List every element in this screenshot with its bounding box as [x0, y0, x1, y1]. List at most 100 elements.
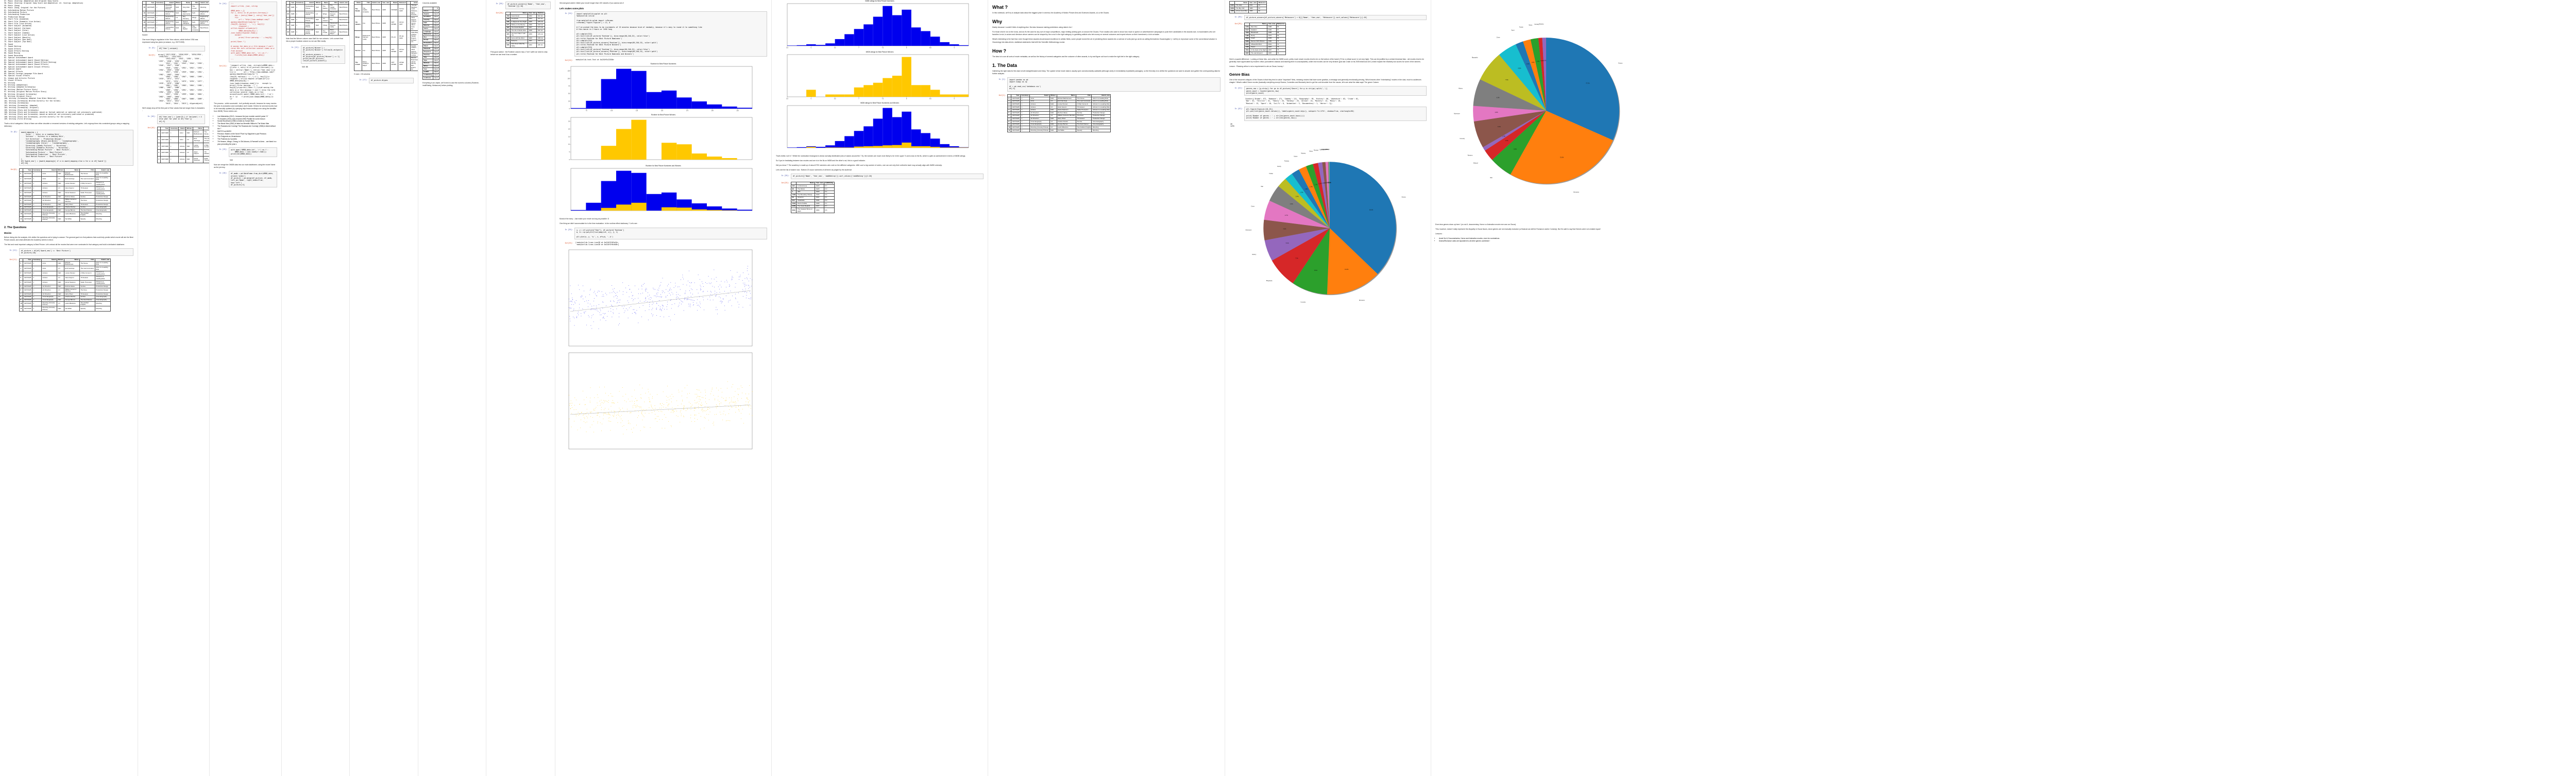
notebook-column-12: Drama 37.2% Romance 31.5% War 5.8% Musical 3.5%…: [1431, 0, 1679, 776]
table-cell: 1927/1928: [23, 171, 32, 177]
code-input[interactable]: ''' import urllib, json, string OMDB_dat…: [229, 2, 277, 63]
svg-text:175: 175: [686, 110, 689, 112]
svg-text:3.5%: 3.5%: [1505, 140, 1509, 142]
table-cell: The Racket: [321, 4, 330, 11]
table-cell: 1927/1928: [23, 275, 32, 281]
code-input[interactable]: df_picture = df[df['Award_new'] == 'Best…: [19, 248, 133, 256]
svg-text:History: History: [1252, 253, 1257, 255]
code-input[interactable]: with open('OMDB_data.txt', 'r') as f : O…: [229, 147, 277, 157]
out-prompt: Out[20]:: [496, 11, 504, 14]
cell-in-39[interactable]: In [39]: df_picture_winners[df_picture_w…: [1229, 14, 1427, 20]
table-cell: The Crowd: [354, 56, 362, 72]
table-cell: 1.0: [185, 136, 193, 144]
code-input[interactable]: df['Year_new'] = [year[5:] if len(year) …: [157, 114, 205, 125]
table-cell: 1: [169, 143, 179, 150]
table-cell: NaN: [314, 4, 323, 11]
table-row: 7206 A Few Good Men 1992 62: [1229, 9, 1267, 13]
heading-why: Why: [992, 19, 1002, 25]
table-cell: 11: [19, 306, 24, 312]
code-input[interactable]: df_picture_winners[df_picture_winners['M…: [1244, 14, 1427, 20]
in-prompt: In [24]:: [565, 12, 573, 15]
code-input[interactable]: plt.figure(figsize=(10,15)) plt.pie(list…: [1244, 107, 1427, 121]
svg-text:6: 6: [811, 46, 812, 48]
heading-what: What ?: [992, 5, 1008, 10]
cell-in-42[interactable]: In [42]: plt.figure(figsize=(10,15)) plt…: [1229, 107, 1427, 121]
rating-scatter-figure: [560, 351, 767, 454]
table-cell: 1927/1928: [146, 4, 156, 11]
cell-in-10[interactable]: In [10]: df['Year_new'] = [year[5:] if l…: [142, 114, 205, 125]
table-cell: 1927/1928: [23, 261, 32, 267]
out-prompt: [286, 65, 299, 68]
table-cell: The Last Command: [79, 266, 95, 271]
table-cell: 1: [155, 4, 165, 11]
table-cell: 1953: [815, 208, 824, 213]
table-cell: 04 Nov 1927: [398, 44, 408, 57]
cell-in-25[interactable]: In [25]: x, y = df_picture["Year"], df_p…: [560, 227, 767, 239]
svg-text:0.1%: 0.1%: [1328, 182, 1332, 184]
table-cell: 10: [19, 301, 24, 307]
output-text: <matplotlib.text.Text at 0x210f3c22550>: [575, 59, 614, 61]
in-prompt: In [17]:: [359, 79, 367, 81]
table-cell: A Ship Comes In: [79, 270, 95, 276]
cell-in-16[interactable]: In [16]: df_omdb = pd.DataFrame.from_dic…: [214, 171, 277, 188]
table-cell: Best Picture: [370, 16, 382, 31]
table-cell: William Cameron Menzies: [63, 288, 80, 294]
cell-in-9[interactable]: In [9]: df['Year'].unique(): [142, 46, 205, 51]
table-cell: NaN: [174, 20, 182, 26]
svg-text:25: 25: [568, 120, 570, 123]
code-input[interactable]: df_omdb = pd.DataFrame.from_dict(OMDB_da…: [229, 171, 277, 188]
cell-in-14[interactable]: In [14]: ''' import urllib, json, string…: [214, 2, 277, 63]
table-cell: Directing (Comedy Picture): [41, 306, 58, 312]
out-prompt: Out[11]:: [9, 258, 18, 261]
cell-in-20[interactable]: In [20]: df_picture_winners[['Name', 'Ye…: [490, 2, 551, 9]
md-regroup: That's a lot of categories ! Most of the…: [4, 122, 129, 127]
table-cell: ...: [406, 30, 411, 45]
code-input[interactable]: df_picture['Winner'] = df_picture['Winne…: [301, 45, 345, 64]
cell-out-20: Out[20]: Name Year_new Runtime 150 Grand Hot…: [490, 11, 551, 49]
code-input[interactable]: df_picture[['Name', 'Year_new', 'imdbRat…: [791, 174, 984, 179]
code-input[interactable]: import pandas as pd import numpy as np d…: [1007, 77, 1221, 92]
table-cell: Directing: [94, 301, 111, 307]
svg-text:Sci-Fi: Sci-Fi: [1323, 149, 1327, 151]
svg-text:6.5: 6.5: [834, 46, 836, 48]
code-input[interactable]: import matplotlib.pyplot as plt %matplot…: [574, 11, 767, 57]
svg-text:9: 9: [954, 97, 955, 99]
output-text: 545: [230, 159, 233, 161]
table-cell: Actress in a Leading Role: [94, 270, 111, 276]
cell-in-11[interactable]: In [11]: df_picture = df[df['Award_new']…: [4, 248, 133, 256]
table-row: 19 1927/1928 1 Outstanding Picture NaN The Ra…: [142, 25, 209, 32]
cell-in-1[interactable]: In [1]: import pandas as pd import numpy…: [992, 77, 1221, 92]
svg-text:4.0%: 4.0%: [1495, 111, 1499, 113]
table-cell: 17: [142, 15, 147, 21]
cell-in-17[interactable]: In [17]: df_picture.dtypes: [354, 78, 414, 83]
svg-text:Musical: Musical: [1314, 149, 1318, 151]
table-cell: 1.0: [57, 185, 64, 192]
table-cell: 6: [19, 198, 24, 204]
code-input[interactable]: award_mapping = { 'Actor' : 'Actor in a …: [19, 129, 133, 166]
table-cell: Directing (Comedy Picture): [41, 212, 58, 217]
cell-in-41[interactable]: In [41]: genres_raw = [g.strip() for gs …: [1229, 86, 1427, 96]
table-cell: Eleanor Boardman, James Murray, Bert Roa…: [410, 56, 418, 72]
table-cell: Best Picture: [338, 10, 349, 18]
table-cell: 05 Jan 1929: [398, 30, 408, 45]
code-input[interactable]: df_picture_winners[['Name', 'Year_new', …: [505, 2, 551, 9]
cell-in-35[interactable]: In [35]: df_picture[['Name', 'Year_new',…: [776, 174, 984, 179]
table-cell: object: [432, 76, 439, 80]
code-input[interactable]: x, y = df_picture["Year"], df_picture['R…: [574, 227, 767, 239]
table-row: 150 Grand Hotel 1932 112 min: [505, 14, 545, 18]
code-input[interactable]: df_picture.dtypes: [369, 78, 414, 83]
table-cell: Best Picture: [370, 30, 382, 45]
cell-in-24[interactable]: In [24]: import matplotlib.pyplot as plt…: [560, 11, 767, 57]
svg-text:100: 100: [568, 78, 570, 80]
code-input[interactable]: df['Year'].unique(): [157, 46, 205, 51]
table-cell: 1: [295, 22, 305, 29]
md-lessons-label: Lessons :: [1435, 233, 1443, 235]
cell-in-12[interactable]: In [12]: df_picture['Winner'] = df_pictu…: [286, 45, 345, 64]
table-cell: Sadie Thompson: [202, 156, 209, 164]
table-cell: Actress: [41, 191, 58, 196]
cell-in-8[interactable]: In [8]: award_mapping = { 'Actor' : 'Act…: [4, 129, 133, 166]
table-cell: The Noose: [79, 261, 95, 267]
code-input[interactable]: genres_raw = [g.strip() for gs in df_pic…: [1244, 86, 1427, 96]
metascore-table: Name Year_new Metascore 6769 Rain Man 1988 65 8…: [1244, 22, 1286, 55]
cell-in-15[interactable]: In [15]: with open('OMDB_data.txt', 'r')…: [214, 147, 277, 157]
